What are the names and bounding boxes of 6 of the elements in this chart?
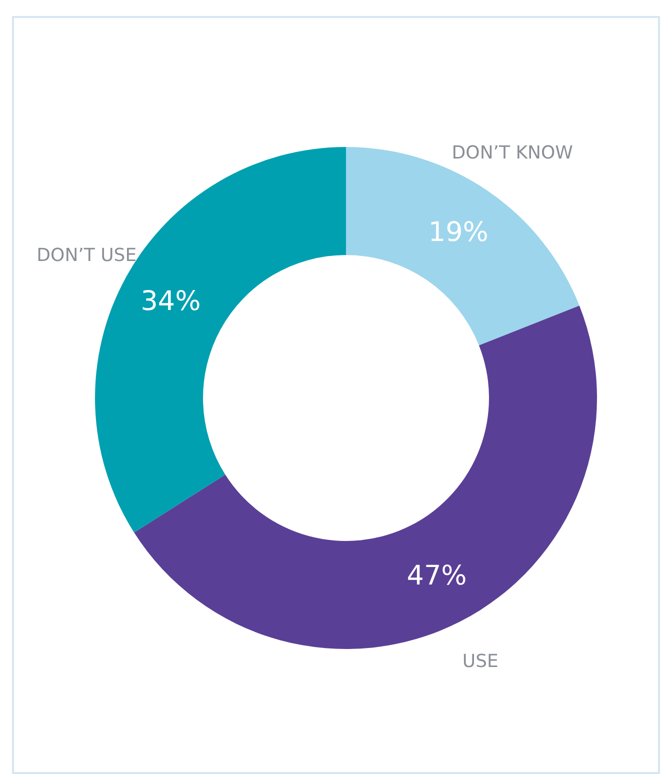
data-label: 34% xyxy=(140,286,201,318)
data-label: 47% xyxy=(406,560,467,592)
slice-label: DON’T KNOW xyxy=(452,142,574,164)
data-label: 19% xyxy=(428,217,488,248)
slice-label: DON’T USE xyxy=(36,244,137,266)
slice-label: USE xyxy=(462,651,498,672)
